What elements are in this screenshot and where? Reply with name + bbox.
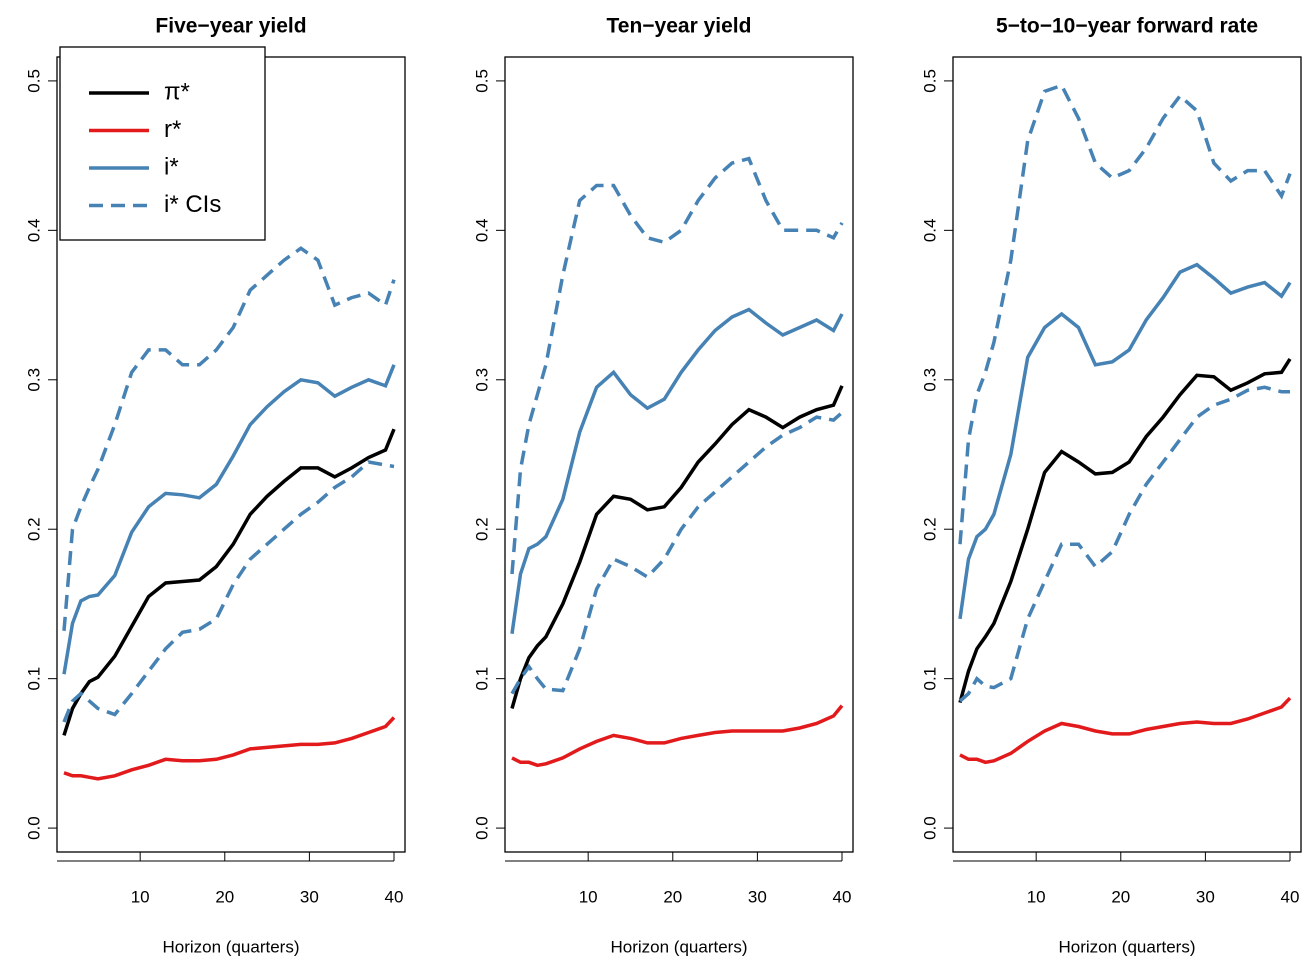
legend-label: i* CIs <box>164 191 221 218</box>
legend: π* r* i* i* CIs <box>59 46 266 241</box>
x-tick-label: 30 <box>300 887 319 906</box>
y-tick-label: 0.5 <box>472 69 491 93</box>
x-tick-label: 30 <box>748 887 767 906</box>
y-tick-label: 0.2 <box>472 517 491 541</box>
legend-label: i* <box>164 153 179 180</box>
x-tick-label: 10 <box>1027 887 1046 906</box>
series-line <box>63 716 396 781</box>
series-line <box>62 246 396 631</box>
y-tick-label: 0.1 <box>920 667 939 691</box>
x-tick-label: 20 <box>215 887 234 906</box>
series-line <box>510 307 844 635</box>
y-tick-label: 0.4 <box>472 219 491 243</box>
y-tick-label: 0.1 <box>24 667 43 691</box>
x-tick-label: 40 <box>833 887 852 906</box>
y-tick-label: 0.3 <box>920 368 939 392</box>
y-tick-label: 0.4 <box>920 219 939 243</box>
x-tick-label: 20 <box>663 887 682 906</box>
series-line <box>959 696 1292 765</box>
x-tick-label: 40 <box>385 887 404 906</box>
x-tick-label: 30 <box>1196 887 1215 906</box>
series-line <box>511 704 844 768</box>
series-line <box>958 262 1292 620</box>
plot-frame <box>952 56 1302 853</box>
series-line <box>62 364 396 675</box>
y-tick-label: 0.3 <box>472 368 491 392</box>
series-line <box>958 385 1290 703</box>
series-line <box>510 411 844 695</box>
y-tick-label: 0.4 <box>24 219 43 243</box>
y-tick-label: 0.3 <box>24 368 43 392</box>
x-tick-label: 40 <box>1281 887 1300 906</box>
y-tick-label: 0.5 <box>920 69 939 93</box>
y-tick-label: 0.0 <box>472 816 491 840</box>
chart-title: Ten−year yield <box>607 15 752 38</box>
legend-box <box>59 46 266 241</box>
y-tick-label: 0.1 <box>472 667 491 691</box>
y-tick-label: 0.0 <box>920 816 939 840</box>
x-tick-label: 10 <box>579 887 598 906</box>
y-tick-label: 0.0 <box>24 816 43 840</box>
chart-title: Five−year yield <box>155 15 306 38</box>
y-tick-label: 0.2 <box>920 517 939 541</box>
series-line <box>62 460 395 723</box>
y-tick-label: 0.5 <box>24 69 43 93</box>
legend-label: r* <box>164 116 181 143</box>
series-line <box>62 428 396 736</box>
series-line <box>958 83 1292 545</box>
series-line <box>958 357 1292 704</box>
x-axis-label: Horizon (quarters) <box>611 937 748 956</box>
series-line <box>510 156 844 575</box>
series-line <box>510 385 844 709</box>
x-axis-label: Horizon (quarters) <box>163 937 300 956</box>
x-tick-label: 10 <box>131 887 150 906</box>
x-axis-label: Horizon (quarters) <box>1059 937 1196 956</box>
legend-label: π* <box>164 78 190 105</box>
plot-frame <box>504 56 854 853</box>
chart-title: 5−to−10−year forward rate <box>996 15 1258 38</box>
y-tick-label: 0.2 <box>24 517 43 541</box>
x-tick-label: 20 <box>1111 887 1130 906</box>
